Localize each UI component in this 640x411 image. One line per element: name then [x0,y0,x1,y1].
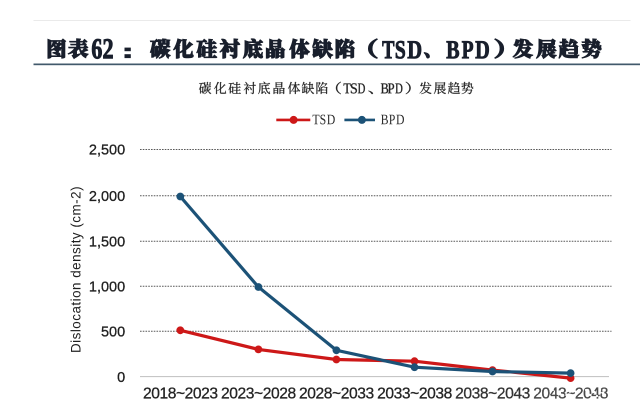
svg-text:2038~2043: 2038~2043 [455,386,530,403]
svg-text:2023~2028: 2023~2028 [221,386,296,403]
svg-text:1,500: 1,500 [89,235,125,251]
svg-text:2043~2048: 2043~2048 [533,386,608,403]
svg-text:2033~2038: 2033~2038 [377,386,452,403]
svg-text:0: 0 [117,370,125,386]
svg-text:2,500: 2,500 [89,143,125,159]
svg-text:2,000: 2,000 [89,189,125,205]
svg-text:2028~2033: 2028~2033 [299,386,374,403]
svg-text:500: 500 [101,325,125,341]
svg-text:2018~2023: 2018~2023 [143,386,218,403]
svg-text:Dislocation density (cm-2): Dislocation density (cm-2) [69,186,84,353]
svg-text:1,000: 1,000 [89,279,125,295]
